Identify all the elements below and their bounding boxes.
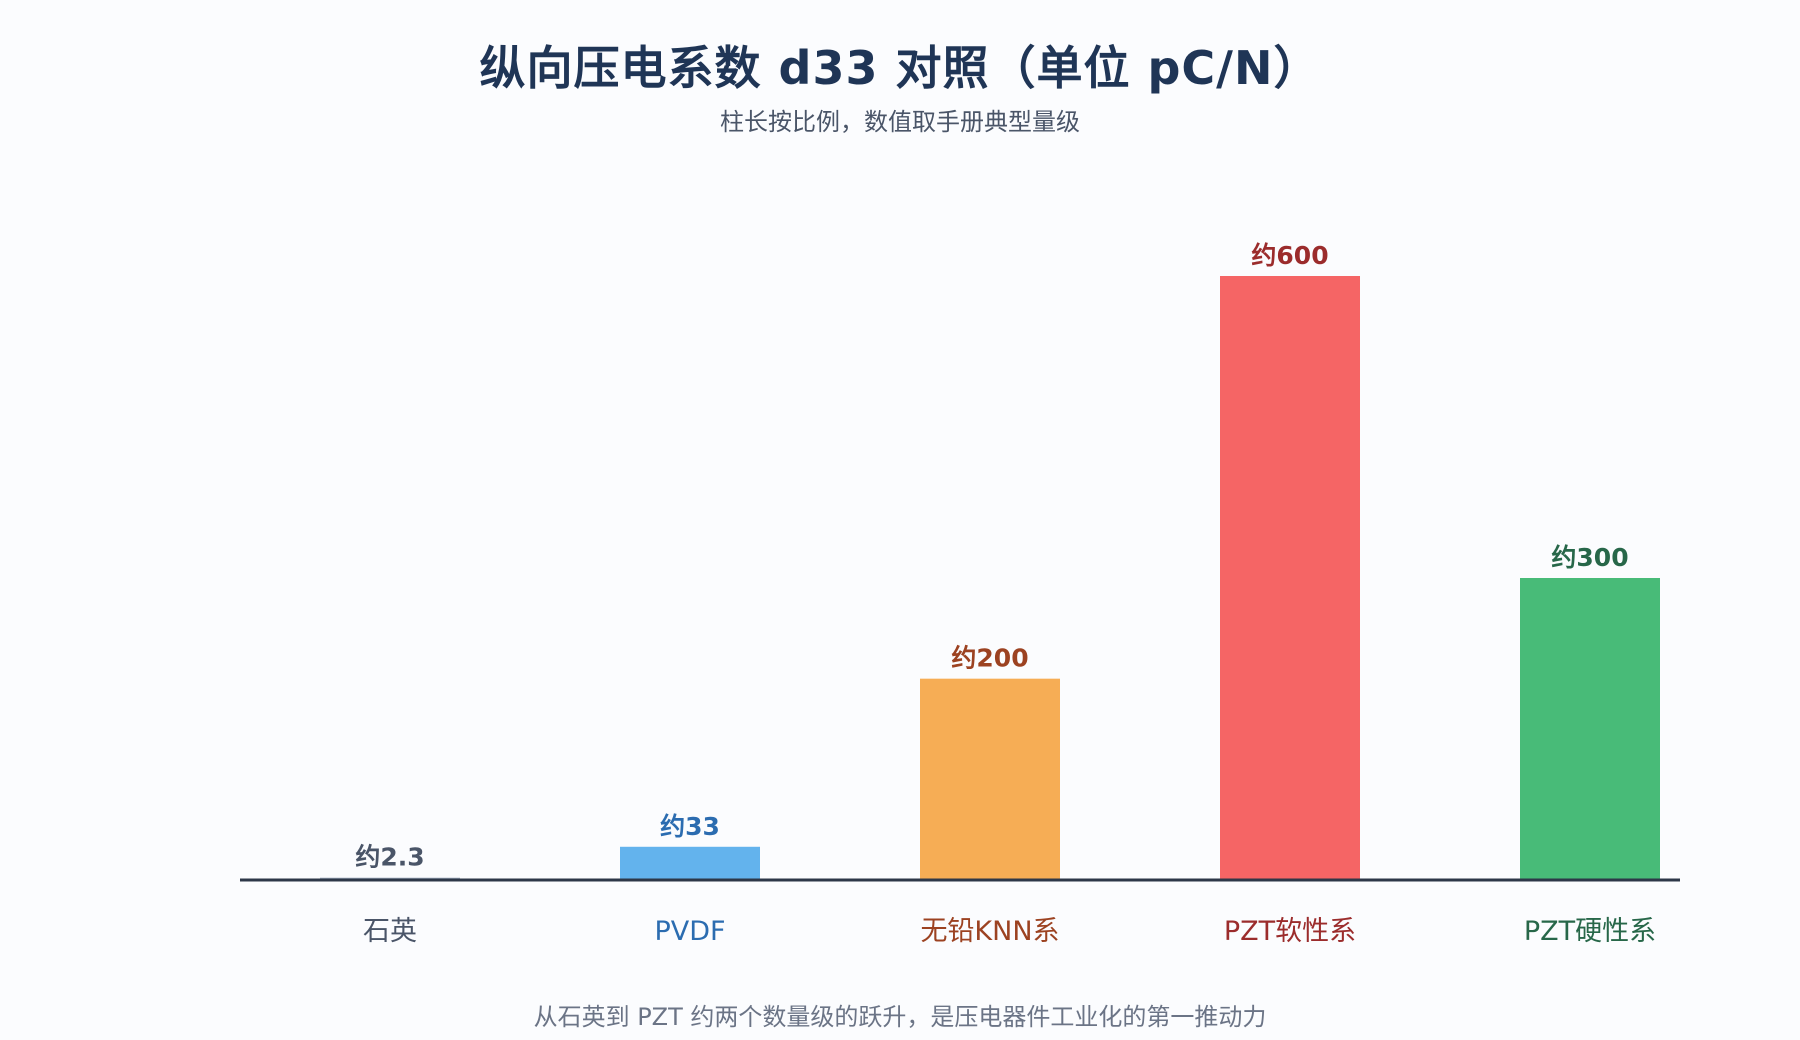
value-label-1: 约33 xyxy=(660,812,720,841)
value-label-2: 约200 xyxy=(951,644,1028,673)
bar-3 xyxy=(1220,276,1360,880)
chart-title: 纵向压电系数 d33 对照（单位 pC/N） xyxy=(479,41,1321,95)
chart-subtitle: 柱长按比例，数值取手册典型量级 xyxy=(720,108,1080,136)
category-label-0: 石英 xyxy=(363,916,417,947)
category-label-4: PZT硬性系 xyxy=(1524,916,1656,947)
chart-footnote: 从石英到 PZT 约两个数量级的跃升，是压电器件工业化的第一推动力 xyxy=(533,1003,1267,1031)
value-label-0: 约2.3 xyxy=(355,843,424,872)
value-label-4: 约300 xyxy=(1551,543,1628,572)
category-label-2: 无铅KNN系 xyxy=(920,916,1059,947)
bar-2 xyxy=(920,678,1060,880)
bars-layer: 约2.3 石英 约33 PVDF 约200 无铅KNN系 约600 PZT软性系 约300 PZT… xyxy=(320,241,1660,947)
category-label-1: PVDF xyxy=(654,916,725,947)
bar-4 xyxy=(1520,578,1660,880)
bar-1 xyxy=(620,846,760,880)
category-label-3: PZT软性系 xyxy=(1224,916,1356,947)
value-label-3: 约600 xyxy=(1251,241,1328,270)
